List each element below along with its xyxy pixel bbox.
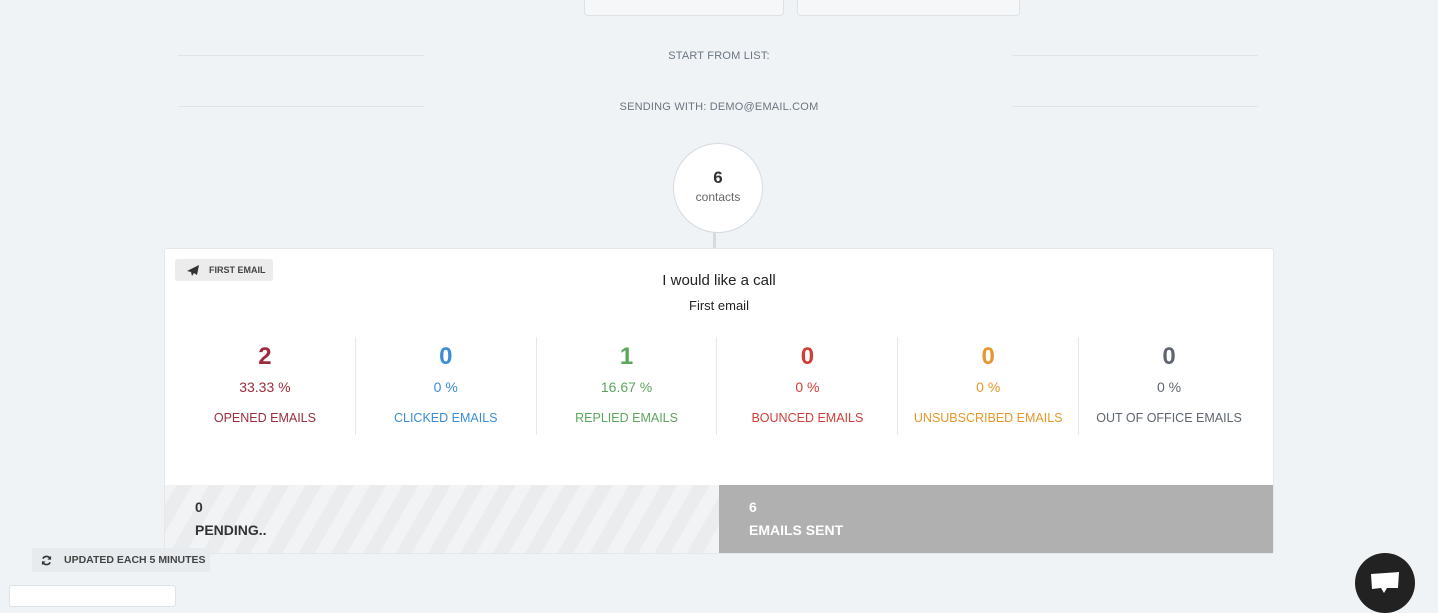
stat-percent: 33.33 %	[239, 379, 291, 395]
stat-percent: 0 %	[1156, 379, 1182, 395]
stat-value: 0	[1162, 343, 1176, 370]
divider	[178, 55, 424, 56]
contacts-count: 6	[713, 168, 723, 187]
stat-unsubscribed[interactable]: 0 0 % UNSUBSCRIBED EMAILS	[898, 337, 1080, 435]
connector-line	[713, 232, 716, 248]
stat-out-of-office[interactable]: 0 0 % OUT OF OFFICE EMAILS	[1079, 337, 1259, 435]
email-subject: I would like a call	[662, 272, 776, 289]
stat-label: UNSUBSCRIBED EMAILS	[913, 411, 1063, 425]
stat-label: REPLIED EMAILS	[575, 411, 678, 425]
pending-label: PENDING..	[195, 522, 267, 538]
refresh-icon	[41, 555, 52, 565]
stat-label: OPENED EMAILS	[213, 411, 316, 425]
sent-section: 6 EMAILS SENT	[719, 485, 1273, 553]
stats-row: 2 33.33 % OPENED EMAILS 0 0 % CLICKED EMAILS…	[175, 337, 1259, 435]
sent-label: EMAILS SENT	[749, 522, 844, 538]
stat-value: 2	[258, 343, 272, 370]
step-name: First email	[689, 298, 749, 313]
paper-plane-icon	[187, 264, 199, 276]
stat-label: OUT OF OFFICE EMAILS	[1096, 411, 1242, 425]
updated-notice: UPDATED EACH 5 MINUTES	[32, 548, 210, 572]
sent-count: 6	[749, 499, 757, 515]
email-step-card: FIRST EMAIL I would like a call First em…	[164, 248, 1274, 554]
stat-percent: 0 %	[795, 379, 820, 395]
contacts-count-circle: 6 contacts	[673, 143, 763, 233]
stat-bounced[interactable]: 0 0 % BOUNCED EMAILS	[717, 337, 899, 435]
bottom-panel[interactable]	[9, 585, 176, 607]
top-button-right[interactable]	[797, 0, 1020, 16]
divider	[178, 106, 424, 107]
divider	[1012, 106, 1258, 107]
stat-value: 0	[439, 343, 453, 370]
top-button-left[interactable]	[584, 0, 784, 16]
sending-progress-bar: 0 PENDING.. 6 EMAILS SENT	[165, 485, 1273, 553]
stat-value: 0	[800, 343, 815, 370]
chat-button[interactable]	[1355, 553, 1415, 613]
step-tag: FIRST EMAIL	[175, 259, 273, 281]
start-from-list: START FROM LIST:	[668, 50, 770, 62]
stat-value: 0	[981, 343, 995, 370]
stat-replied[interactable]: 1 16.67 % REPLIED EMAILS	[537, 337, 718, 435]
pending-count: 0	[195, 499, 203, 515]
updated-label: UPDATED EACH 5 MINUTES	[64, 554, 206, 566]
step-tag-label: FIRST EMAIL	[209, 265, 266, 275]
chat-bubble-icon	[1371, 572, 1399, 593]
divider	[1012, 55, 1258, 56]
stat-percent: 16.67 %	[600, 379, 653, 395]
stat-opened[interactable]: 2 33.33 % OPENED EMAILS	[175, 337, 356, 435]
contacts-label: contacts	[695, 190, 741, 204]
stat-percent: 0 %	[976, 379, 1001, 395]
stat-label: BOUNCED EMAILS	[751, 411, 864, 425]
stat-percent: 0 %	[433, 379, 458, 395]
stat-clicked[interactable]: 0 0 % CLICKED EMAILS	[356, 337, 537, 435]
pending-section: 0 PENDING..	[165, 485, 719, 553]
sending-with: SENDING WITH: DEMO@EMAIL.COM	[619, 101, 819, 113]
stat-value: 1	[619, 343, 634, 370]
stat-label: CLICKED EMAILS	[393, 411, 498, 425]
